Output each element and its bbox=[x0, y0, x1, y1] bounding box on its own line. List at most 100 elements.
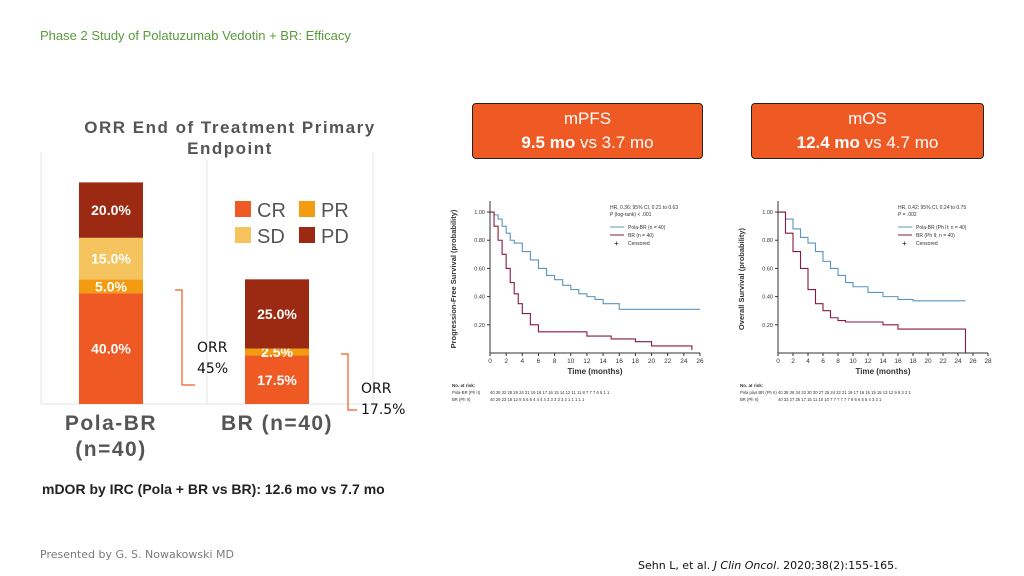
pfs-ytick-label: 0.40 bbox=[474, 295, 485, 301]
pfs-censor-icon: + bbox=[614, 239, 619, 248]
bar-label-pd-1: 20.0% bbox=[91, 202, 131, 218]
os-xtick-label: 14 bbox=[879, 358, 887, 365]
pfs-xtick-label: 2 bbox=[504, 358, 508, 365]
bar-label-pd-2: 25.0% bbox=[257, 306, 297, 322]
pfs-xtick-label: 26 bbox=[696, 358, 704, 365]
bar-segment-cr-1 bbox=[79, 293, 143, 404]
os-risk-row-values-0: 40 38 36 34 33 30 30 27 25 24 22 21 19 1… bbox=[778, 390, 911, 395]
os-xtick-label: 20 bbox=[924, 358, 932, 365]
bar-label-sd-1: 15.0% bbox=[91, 251, 131, 267]
pfs-ytick-label: 0.80 bbox=[474, 238, 485, 244]
os-ytick-label: 0.40 bbox=[762, 295, 773, 301]
os-xtick-label: 16 bbox=[894, 358, 902, 365]
presenter-credit: Presented by G. S. Nowakowski MD bbox=[40, 548, 235, 561]
pfs-ylabel: Progression-Free Survival (probability) bbox=[449, 209, 458, 348]
os-legend-label-2: Censored bbox=[916, 241, 938, 247]
os-stat-1: P = .002 bbox=[898, 212, 917, 218]
citation-rest: . 2020;38(2):155-165. bbox=[776, 559, 898, 572]
bar-segment-cr-2 bbox=[245, 355, 309, 404]
bar-segment-sd-1 bbox=[79, 237, 143, 280]
bar-segment-pr-1 bbox=[79, 279, 143, 294]
os-xtick-label: 2 bbox=[791, 358, 795, 365]
mos-bold: 12.4 mo bbox=[796, 133, 860, 152]
orr-annotation-pola: ORR 45% bbox=[197, 338, 228, 380]
os-xtick-label: 24 bbox=[954, 358, 962, 365]
os-risk-row-label-1: BR (Ph II) bbox=[740, 397, 759, 402]
citation: Sehn L, et al. J Clin Oncol. 2020;38(2):… bbox=[638, 559, 898, 572]
bar-label-cr-2: 17.5% bbox=[257, 372, 297, 388]
legend-swatch-cr bbox=[235, 201, 251, 217]
citation-journal: J Clin Oncol bbox=[713, 559, 777, 572]
os-xtick-label: 26 bbox=[969, 358, 977, 365]
pfs-xtick-label: 0 bbox=[488, 358, 492, 365]
legend-swatch-sd bbox=[235, 227, 251, 243]
bar-segment-pd-1 bbox=[79, 182, 143, 238]
legend-swatch-pd bbox=[299, 227, 315, 243]
mpfs-rest: vs 3.7 mo bbox=[575, 133, 654, 152]
mos-value: 12.4 mo vs 4.7 mo bbox=[752, 131, 983, 155]
pfs-xtick-label: 14 bbox=[599, 358, 607, 365]
legend-label-pd: PD bbox=[321, 226, 349, 248]
legend-label-sd: SD bbox=[257, 226, 285, 248]
pfs-risk-row-values-0: 40 36 32 28 26 24 21 19 18 17 16 15 14 1… bbox=[490, 390, 610, 395]
os-xtick-label: 0 bbox=[776, 358, 780, 365]
os-ytick-label: 0.80 bbox=[762, 238, 773, 244]
os-risk-row-values-1: 40 33 27 25 17 15 11 10 10 7 7 7 7 7 7 6… bbox=[778, 397, 882, 402]
orr-annotation-br-value: 17.5% bbox=[361, 402, 406, 418]
os-xlabel: Time (months) bbox=[856, 367, 911, 376]
pfs-km-chart: 1.000.800.600.400.200 2 4 6 8 10 12 14 16 18 20 22 2… bbox=[449, 201, 704, 402]
pfs-risk-header: No. at risk: bbox=[452, 383, 476, 388]
os-xtick-label: 10 bbox=[849, 358, 857, 365]
os-censor-icon: + bbox=[902, 239, 907, 248]
pfs-xlabel: Time (months) bbox=[568, 367, 623, 376]
pfs-risk-row-label-1: BR (Ph II) bbox=[452, 397, 471, 402]
os-curve-br bbox=[778, 211, 967, 353]
orr-stacked-bar-chart: 40.0%5.0%15.0%20.0%17.5%2.5%25.0%Pola-BR… bbox=[40, 152, 374, 461]
os-ytick-label: 0.60 bbox=[762, 266, 773, 272]
mpfs-value: 9.5 mo vs 3.7 mo bbox=[473, 131, 702, 155]
pfs-legend-label-0: Pola-BR (n = 40) bbox=[628, 225, 666, 231]
orr-annotation-br: ORR 17.5% bbox=[361, 379, 405, 421]
os-xtick-label: 6 bbox=[821, 358, 825, 365]
pfs-xtick-label: 24 bbox=[680, 358, 688, 365]
pfs-xtick-label: 6 bbox=[537, 358, 541, 365]
pfs-legend-label-1: BR (n = 40) bbox=[628, 233, 654, 239]
bar-segment-pd-2 bbox=[245, 279, 309, 349]
os-legend-label-0: Pola-BR (Ph II; n = 40) bbox=[916, 225, 967, 231]
bar-label-pr-1: 5.0% bbox=[95, 278, 127, 294]
os-ytick-label: 1.00 bbox=[762, 210, 773, 216]
os-ytick-label: 0.20 bbox=[762, 323, 773, 329]
bar-segment-pr-2 bbox=[245, 348, 309, 356]
category-label-pola-br-line2: (n=40) bbox=[75, 438, 146, 461]
pfs-xtick-label: 18 bbox=[632, 358, 640, 365]
os-ylabel: Overall Survival (probability) bbox=[737, 227, 746, 330]
os-xtick-label: 18 bbox=[909, 358, 917, 365]
bar-label-cr-1: 40.0% bbox=[91, 341, 131, 357]
pfs-xtick-label: 22 bbox=[664, 358, 672, 365]
os-risk-row-label-0: Pola plus BR (Ph II) bbox=[740, 390, 777, 395]
category-label-br: BR (n=40) bbox=[221, 412, 333, 435]
pfs-xtick-label: 4 bbox=[520, 358, 524, 365]
pfs-risk-row-values-1: 40 29 23 18 12 8 5 5 5 4 4 4 4 3 3 3 3 3… bbox=[490, 397, 585, 402]
orr-annotation-pola-value: 45% bbox=[197, 361, 229, 377]
orr-bracket-pola bbox=[175, 289, 195, 386]
os-legend-label-1: BR (Ph II; n = 40) bbox=[916, 233, 955, 239]
pfs-stat-0: HR, 0.36; 95% CI, 0.21 to 0.63 bbox=[610, 205, 678, 211]
mos-callout: mOS 12.4 mo vs 4.7 mo bbox=[751, 103, 984, 159]
pfs-ytick-label: 0.20 bbox=[474, 323, 485, 329]
mdor-text: mDOR by IRC (Pola + BR vs BR): 12.6 mo v… bbox=[42, 481, 385, 497]
os-km-chart: 1.000.800.600.400.200 2 4 6 8 10 12 14 16 18 20 22 2… bbox=[737, 201, 992, 402]
os-xtick-label: 22 bbox=[939, 358, 947, 365]
mos-label: mOS bbox=[848, 109, 887, 128]
pfs-xtick-label: 16 bbox=[616, 358, 624, 365]
slide-title: Phase 2 Study of Polatuzumab Vedotin + B… bbox=[40, 28, 351, 43]
pfs-xtick-label: 8 bbox=[553, 358, 557, 365]
pfs-legend-label-2: Censored bbox=[628, 241, 650, 247]
mpfs-bold: 9.5 mo bbox=[521, 133, 576, 152]
os-stat-0: HR, 0.42; 95% CI, 0.24 to 0.75 bbox=[898, 205, 966, 211]
mpfs-callout: mPFS 9.5 mo vs 3.7 mo bbox=[472, 103, 703, 159]
mos-rest: vs 4.7 mo bbox=[859, 133, 939, 152]
pfs-xtick-label: 10 bbox=[567, 358, 575, 365]
os-xtick-label: 28 bbox=[984, 358, 992, 365]
pfs-stat-1: P (log-rank) < .001 bbox=[610, 212, 652, 218]
